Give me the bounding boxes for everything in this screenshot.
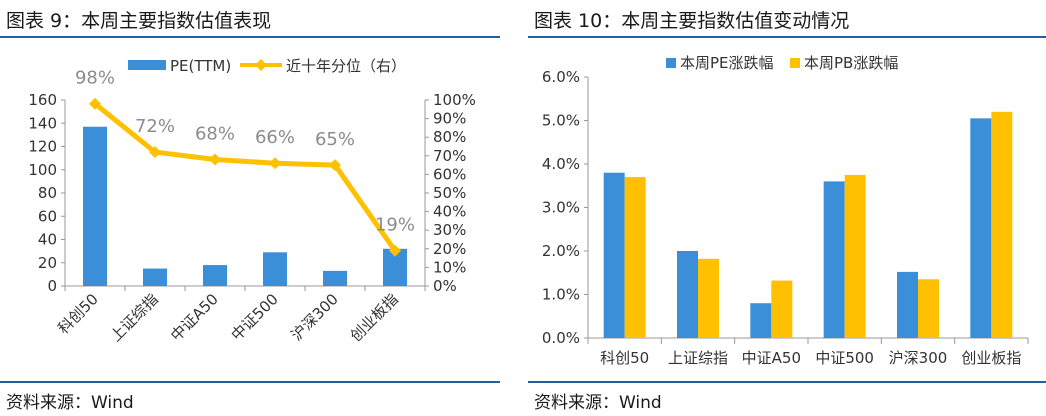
left-bottom-rule bbox=[0, 381, 500, 383]
right-chart: 0.0% 1.0% 2.0% 3.0% 4.0% 5.0% 6.0% 科创50 上证综指 中证A5… bbox=[542, 54, 1029, 367]
y-tick-label: 3.0% bbox=[542, 199, 580, 217]
right-source-note: 资料来源：Wind bbox=[534, 393, 662, 413]
pb-change-bar bbox=[698, 258, 719, 338]
pb-change-bar bbox=[991, 111, 1013, 338]
right-y-tick-label: 60% bbox=[433, 165, 466, 183]
right-y-tick-label: 70% bbox=[433, 147, 466, 165]
x-category-label: 科创50 bbox=[54, 290, 101, 337]
left-y-tick-label: 0 bbox=[47, 277, 57, 295]
x-category-label: 科创50 bbox=[600, 349, 649, 367]
x-category-label: 中证500 bbox=[228, 290, 282, 344]
right-y-tick-label: 10% bbox=[433, 258, 466, 276]
pe-change-bar bbox=[750, 303, 772, 338]
y-tick-label: 4.0% bbox=[542, 155, 580, 173]
legend-pb-label: 本周PB涨跌幅 bbox=[804, 54, 898, 72]
legend-pe-swatch bbox=[666, 58, 676, 68]
percentile-marker bbox=[329, 159, 341, 172]
legend-percentile-label: 近十年分位（右） bbox=[286, 57, 406, 75]
percentile-marker bbox=[149, 146, 161, 159]
percentile-marker bbox=[209, 153, 221, 166]
pe-change-bar bbox=[823, 181, 845, 338]
percentile-marker bbox=[269, 157, 281, 170]
right-y-tick-label: 80% bbox=[433, 128, 466, 146]
y-tick-label: 6.0% bbox=[542, 68, 580, 86]
left-source-note: 资料来源：Wind bbox=[6, 393, 134, 413]
x-category-label: 创业板指 bbox=[347, 290, 402, 345]
pe-change-bar bbox=[677, 251, 698, 338]
left-y-tick-label: 20 bbox=[38, 254, 57, 272]
pe-change-bar bbox=[603, 172, 625, 338]
pe-bar bbox=[143, 268, 167, 286]
left-y-tick-label: 40 bbox=[38, 231, 57, 249]
x-category-label: 沪深300 bbox=[889, 349, 948, 367]
pe-bar bbox=[203, 265, 227, 286]
percentile-data-label: 66% bbox=[255, 127, 295, 148]
right-figure-title: 图表 10：本周主要指数估值变动情况 bbox=[534, 10, 850, 32]
x-category-label: 创业板指 bbox=[961, 349, 1021, 367]
right-figure-panel: 图表 10：本周主要指数估值变动情况 0.0% 1.0% 2.0% 3.0% 4.0% 5… bbox=[528, 0, 1046, 416]
legend-pe-label: PE(TTM) bbox=[170, 57, 231, 75]
percentile-marker bbox=[89, 97, 101, 110]
x-category-label: 中证500 bbox=[815, 349, 874, 367]
right-y-tick-label: 40% bbox=[433, 203, 466, 221]
legend-pb-swatch bbox=[790, 58, 800, 68]
right-y-tick-label: 30% bbox=[433, 221, 466, 239]
percentile-data-label: 72% bbox=[135, 116, 175, 137]
x-category-label: 沪深300 bbox=[288, 290, 342, 344]
y-tick-label: 2.0% bbox=[542, 242, 580, 260]
left-figure-title: 图表 9：本周主要指数估值表现 bbox=[6, 10, 272, 32]
pb-change-bar bbox=[624, 177, 646, 338]
pb-change-bar bbox=[918, 279, 939, 338]
x-category-label: 上证综指 bbox=[668, 349, 728, 367]
pe-change-bar bbox=[970, 118, 992, 338]
left-y-tick-label: 120 bbox=[28, 138, 57, 156]
left-y-tick-label: 60 bbox=[38, 207, 57, 225]
x-category-label: 中证A50 bbox=[167, 290, 222, 345]
left-chart: 0 20 40 60 80 100 120 140 160 0%10%20%30%40%50%60… bbox=[28, 57, 476, 345]
x-category-label: 上证综指 bbox=[107, 290, 162, 345]
legend-percentile-marker bbox=[255, 59, 267, 71]
percentile-data-label: 19% bbox=[375, 215, 415, 236]
y-tick-label: 0.0% bbox=[542, 329, 580, 347]
left-y-tick-label: 100 bbox=[28, 161, 57, 179]
right-bottom-rule bbox=[528, 381, 1046, 383]
right-top-rule bbox=[528, 36, 1046, 38]
left-top-rule bbox=[0, 36, 500, 38]
left-y-tick-label: 140 bbox=[28, 114, 57, 132]
pe-bar bbox=[83, 126, 107, 286]
y-tick-label: 1.0% bbox=[542, 286, 580, 304]
legend-pe-swatch bbox=[128, 60, 166, 70]
legend-pe-label: 本周PE涨跌幅 bbox=[680, 54, 774, 72]
percentile-data-label: 68% bbox=[195, 124, 235, 145]
right-y-tick-label: 50% bbox=[433, 184, 466, 202]
left-figure-panel: 图表 9：本周主要指数估值表现 0 20 40 60 80 100 120 140 160 0% 1… bbox=[0, 0, 500, 416]
pe-bar bbox=[263, 252, 287, 286]
right-y-tick-label: 100% bbox=[433, 91, 476, 109]
right-y-tick-label: 90% bbox=[433, 110, 466, 128]
right-y-tick-label: 0% bbox=[433, 277, 457, 295]
y-tick-label: 5.0% bbox=[542, 112, 580, 130]
pe-bar bbox=[323, 270, 347, 286]
pe-change-bar bbox=[897, 271, 918, 338]
percentile-data-label: 65% bbox=[315, 129, 355, 150]
left-y-tick-label: 160 bbox=[28, 91, 57, 109]
percentile-data-label: 98% bbox=[75, 68, 115, 89]
right-y-tick-label: 20% bbox=[433, 240, 466, 258]
pb-change-bar bbox=[771, 280, 793, 338]
left-y-tick-label: 80 bbox=[38, 184, 57, 202]
pb-change-bar bbox=[844, 174, 866, 338]
percentile-marker bbox=[389, 244, 401, 257]
x-category-label: 中证A50 bbox=[742, 349, 801, 367]
percentile-line bbox=[93, 101, 398, 253]
